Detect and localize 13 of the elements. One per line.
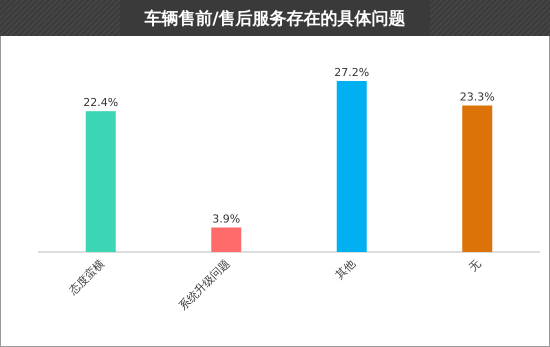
x-tick-label: 无 (466, 256, 484, 274)
x-tick-label: 系统升级问题 (176, 256, 232, 313)
bar (336, 81, 367, 252)
chart-title: 车辆售前/售后服务存在的具体问题 (143, 9, 406, 29)
x-tick-label: 其他 (333, 256, 358, 282)
data-label: 27.2% (334, 66, 370, 79)
x-tick-label: 态度蛮横 (66, 256, 107, 298)
bar (86, 111, 116, 252)
bar (211, 227, 242, 252)
data-label: 3.9% (212, 212, 240, 226)
data-label: 23.3% (460, 90, 495, 104)
bar (462, 106, 492, 252)
data-label: 22.4% (83, 96, 118, 110)
